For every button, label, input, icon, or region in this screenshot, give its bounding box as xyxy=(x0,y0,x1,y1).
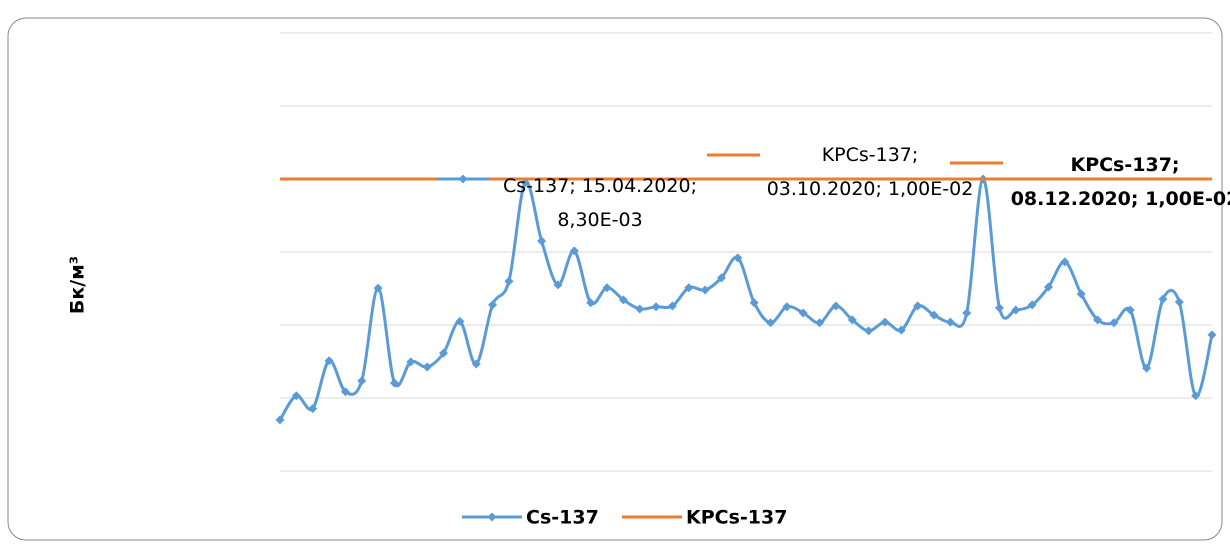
point xyxy=(618,295,628,305)
point xyxy=(635,304,645,314)
point xyxy=(716,273,726,283)
point xyxy=(569,246,579,256)
chart-frame xyxy=(7,17,1223,541)
point xyxy=(1076,289,1086,299)
point xyxy=(373,283,383,293)
legend-label: KPCs-137 xyxy=(686,507,787,529)
point xyxy=(684,283,694,293)
point xyxy=(1043,282,1053,292)
point xyxy=(308,404,318,414)
point xyxy=(488,300,498,310)
point xyxy=(340,387,350,397)
point xyxy=(1158,294,1168,304)
data-label: Cs-137; 15.04.2020; xyxy=(503,175,697,197)
y-axis-label: Бк/м³ xyxy=(67,256,89,314)
point xyxy=(766,318,776,328)
data-label: 8,30E-03 xyxy=(557,209,642,231)
point xyxy=(1027,300,1037,310)
point xyxy=(471,359,481,369)
point xyxy=(1191,391,1201,401)
point xyxy=(847,315,857,325)
label-value: 8,30E-03 xyxy=(557,209,642,231)
point xyxy=(324,356,334,366)
point xyxy=(439,348,449,358)
point xyxy=(357,376,367,386)
point xyxy=(1093,315,1103,325)
label-category: 08.12.2020 xyxy=(1011,188,1131,210)
point xyxy=(422,362,432,372)
point xyxy=(749,298,759,308)
data-label: KPCs-137; xyxy=(1070,154,1179,176)
point xyxy=(651,302,661,312)
label-series: KPCs-137 xyxy=(822,144,912,166)
point xyxy=(537,236,547,246)
point xyxy=(896,325,906,335)
point xyxy=(1207,330,1217,340)
point xyxy=(455,316,465,326)
label-value: 1,00E-02 xyxy=(1145,188,1230,210)
point xyxy=(406,357,416,367)
point xyxy=(275,415,285,425)
label-series: KPCs-137 xyxy=(1070,154,1171,176)
data-label: 03.10.2020; 1,00E-02 xyxy=(767,178,974,200)
data-label: 08.12.2020; 1,00E-02 xyxy=(1011,188,1230,210)
data-label: KPCs-137; xyxy=(822,144,919,166)
point xyxy=(929,310,939,320)
point xyxy=(700,285,710,295)
point xyxy=(504,276,514,286)
point xyxy=(1174,297,1184,307)
point xyxy=(994,303,1004,313)
point xyxy=(553,280,563,290)
label-sep: ; xyxy=(1172,154,1180,176)
label-category: 03.10.2020 xyxy=(767,178,876,200)
legend-key-marker xyxy=(487,512,497,522)
point xyxy=(864,326,874,336)
point xyxy=(1125,305,1135,315)
point xyxy=(291,391,301,401)
label-sep: ; xyxy=(569,175,581,197)
point xyxy=(782,302,792,312)
point xyxy=(815,318,825,328)
legend-label: Cs-137 xyxy=(526,507,599,529)
point xyxy=(1109,318,1119,328)
point xyxy=(962,308,972,318)
label-series: Cs-137 xyxy=(503,175,569,197)
label-sep: ; xyxy=(912,144,918,166)
point xyxy=(389,378,399,388)
point xyxy=(945,317,955,327)
point xyxy=(880,317,890,327)
label-sep: ; xyxy=(1131,188,1145,210)
point xyxy=(831,301,841,311)
point xyxy=(798,308,808,318)
label-category: 15.04.2020 xyxy=(582,175,691,197)
label-sep: ; xyxy=(876,178,888,200)
point xyxy=(1011,305,1021,315)
label-key-marker xyxy=(458,174,468,184)
point xyxy=(913,301,923,311)
point xyxy=(1060,257,1070,267)
point xyxy=(602,283,612,293)
series-line xyxy=(278,177,1214,421)
point xyxy=(1142,363,1152,373)
point xyxy=(667,301,677,311)
point xyxy=(733,253,743,263)
label-sep: ; xyxy=(691,175,697,197)
point xyxy=(586,298,596,308)
label-value: 1,00E-02 xyxy=(888,178,973,200)
